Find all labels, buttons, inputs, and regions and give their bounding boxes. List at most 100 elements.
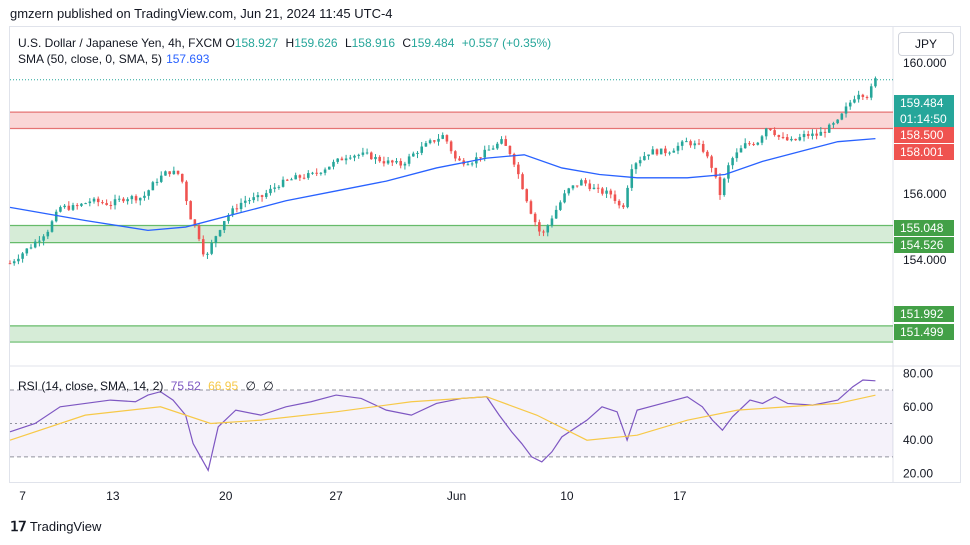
candle-body <box>180 173 184 182</box>
candle-body <box>290 179 293 181</box>
candle-body <box>416 152 419 154</box>
currency-button[interactable]: JPY <box>898 32 954 56</box>
support-bottom-tag: 154.526 <box>894 237 954 253</box>
candle-body <box>697 143 701 145</box>
candle-body <box>193 219 197 226</box>
chart-frame <box>9 26 961 483</box>
candle-body <box>264 193 268 197</box>
candle-body <box>294 175 297 180</box>
candle-body <box>802 134 806 138</box>
candle-body <box>731 158 734 166</box>
candle-body <box>491 148 495 150</box>
zone-support <box>10 225 893 243</box>
candle-body <box>634 163 638 170</box>
candle-body <box>672 150 676 153</box>
rsi-legend[interactable]: RSI (14, close, SMA, 14, 2) 75.52 66.95 … <box>18 379 274 393</box>
candle-body <box>365 152 369 154</box>
candle-body <box>655 149 659 155</box>
candle-body <box>588 183 592 190</box>
candle-body <box>281 179 285 187</box>
candle-body <box>344 158 348 161</box>
candle-body <box>454 151 457 159</box>
candle-body <box>592 187 596 190</box>
candle-body <box>521 174 524 190</box>
candle-body <box>391 160 394 163</box>
candle-body <box>508 145 512 154</box>
candle-body <box>138 197 142 201</box>
candle-body <box>231 208 234 216</box>
candle-body <box>298 175 302 178</box>
candle-body <box>735 152 739 159</box>
candle-body <box>722 178 726 196</box>
candle-body <box>319 172 323 174</box>
time-tick-label: 17 <box>673 489 687 503</box>
sma-legend[interactable]: SMA (50, close, 0, SMA, 5) 157.693 <box>18 52 209 66</box>
rsi-value: 75.52 <box>170 379 201 393</box>
zone-resistance <box>10 112 893 129</box>
candle-body <box>433 140 436 142</box>
candle-body <box>399 161 402 166</box>
candle-body <box>29 247 33 249</box>
candle-body <box>176 170 180 174</box>
candle-body <box>790 138 793 141</box>
candle-body <box>470 163 474 165</box>
rsi-tick-label: 40.00 <box>903 433 933 447</box>
candle-body <box>794 138 797 141</box>
price-tick-label: 160.000 <box>903 56 947 70</box>
candle-body <box>353 155 356 158</box>
candle-body <box>567 188 571 194</box>
candle-body <box>613 194 617 201</box>
candle-body <box>806 134 810 136</box>
candle-body <box>50 221 54 232</box>
candle-body <box>101 202 104 204</box>
candle-body <box>374 156 377 160</box>
candle-body <box>609 190 613 195</box>
time-tick-label: Jun <box>447 489 466 503</box>
rsi-tick-label: 80.00 <box>903 366 933 380</box>
time-tick-label: 13 <box>106 489 120 503</box>
price-tick-label: 156.000 <box>903 187 947 201</box>
candle-body <box>659 148 663 155</box>
candle-body <box>811 133 814 136</box>
candle-body <box>189 201 192 220</box>
candle-body <box>529 201 533 214</box>
candle-body <box>260 195 264 197</box>
rsi-empty-2: ∅ <box>263 379 274 393</box>
candle-body <box>685 141 688 143</box>
candle-body <box>75 205 79 207</box>
candle-body <box>349 157 352 159</box>
candle-body <box>622 205 625 208</box>
candle-body <box>571 185 575 189</box>
candle-body <box>222 221 226 231</box>
countdown-tag: 01:14:50 <box>894 111 954 127</box>
candle-body <box>840 113 844 120</box>
candle-body <box>84 203 87 205</box>
candle-body <box>777 135 781 137</box>
candle-body <box>785 137 789 141</box>
candle-body <box>214 236 218 243</box>
candle-body <box>210 242 213 254</box>
candle-body <box>315 172 318 174</box>
candle-body <box>33 241 37 248</box>
candle-body <box>67 205 71 210</box>
candle-body <box>285 179 289 181</box>
candle-body <box>769 128 772 131</box>
candle-body <box>853 99 856 103</box>
candle-body <box>252 197 255 201</box>
candle-body <box>235 208 239 210</box>
candle-body <box>218 230 222 237</box>
candle-body <box>525 189 529 202</box>
candle-body <box>647 154 650 157</box>
candle-body <box>172 170 176 175</box>
candle-body <box>361 152 365 155</box>
sma-line <box>9 137 876 231</box>
candle-body <box>815 133 818 136</box>
candle-body <box>88 201 92 204</box>
candle-body <box>668 152 671 154</box>
candle-body <box>206 253 209 255</box>
candle-body <box>382 161 386 164</box>
tradingview-logo[interactable]: 𝟣𝟩 TradingView <box>10 518 101 535</box>
open-value: 158.927 <box>234 36 279 50</box>
candle-body <box>403 163 407 166</box>
